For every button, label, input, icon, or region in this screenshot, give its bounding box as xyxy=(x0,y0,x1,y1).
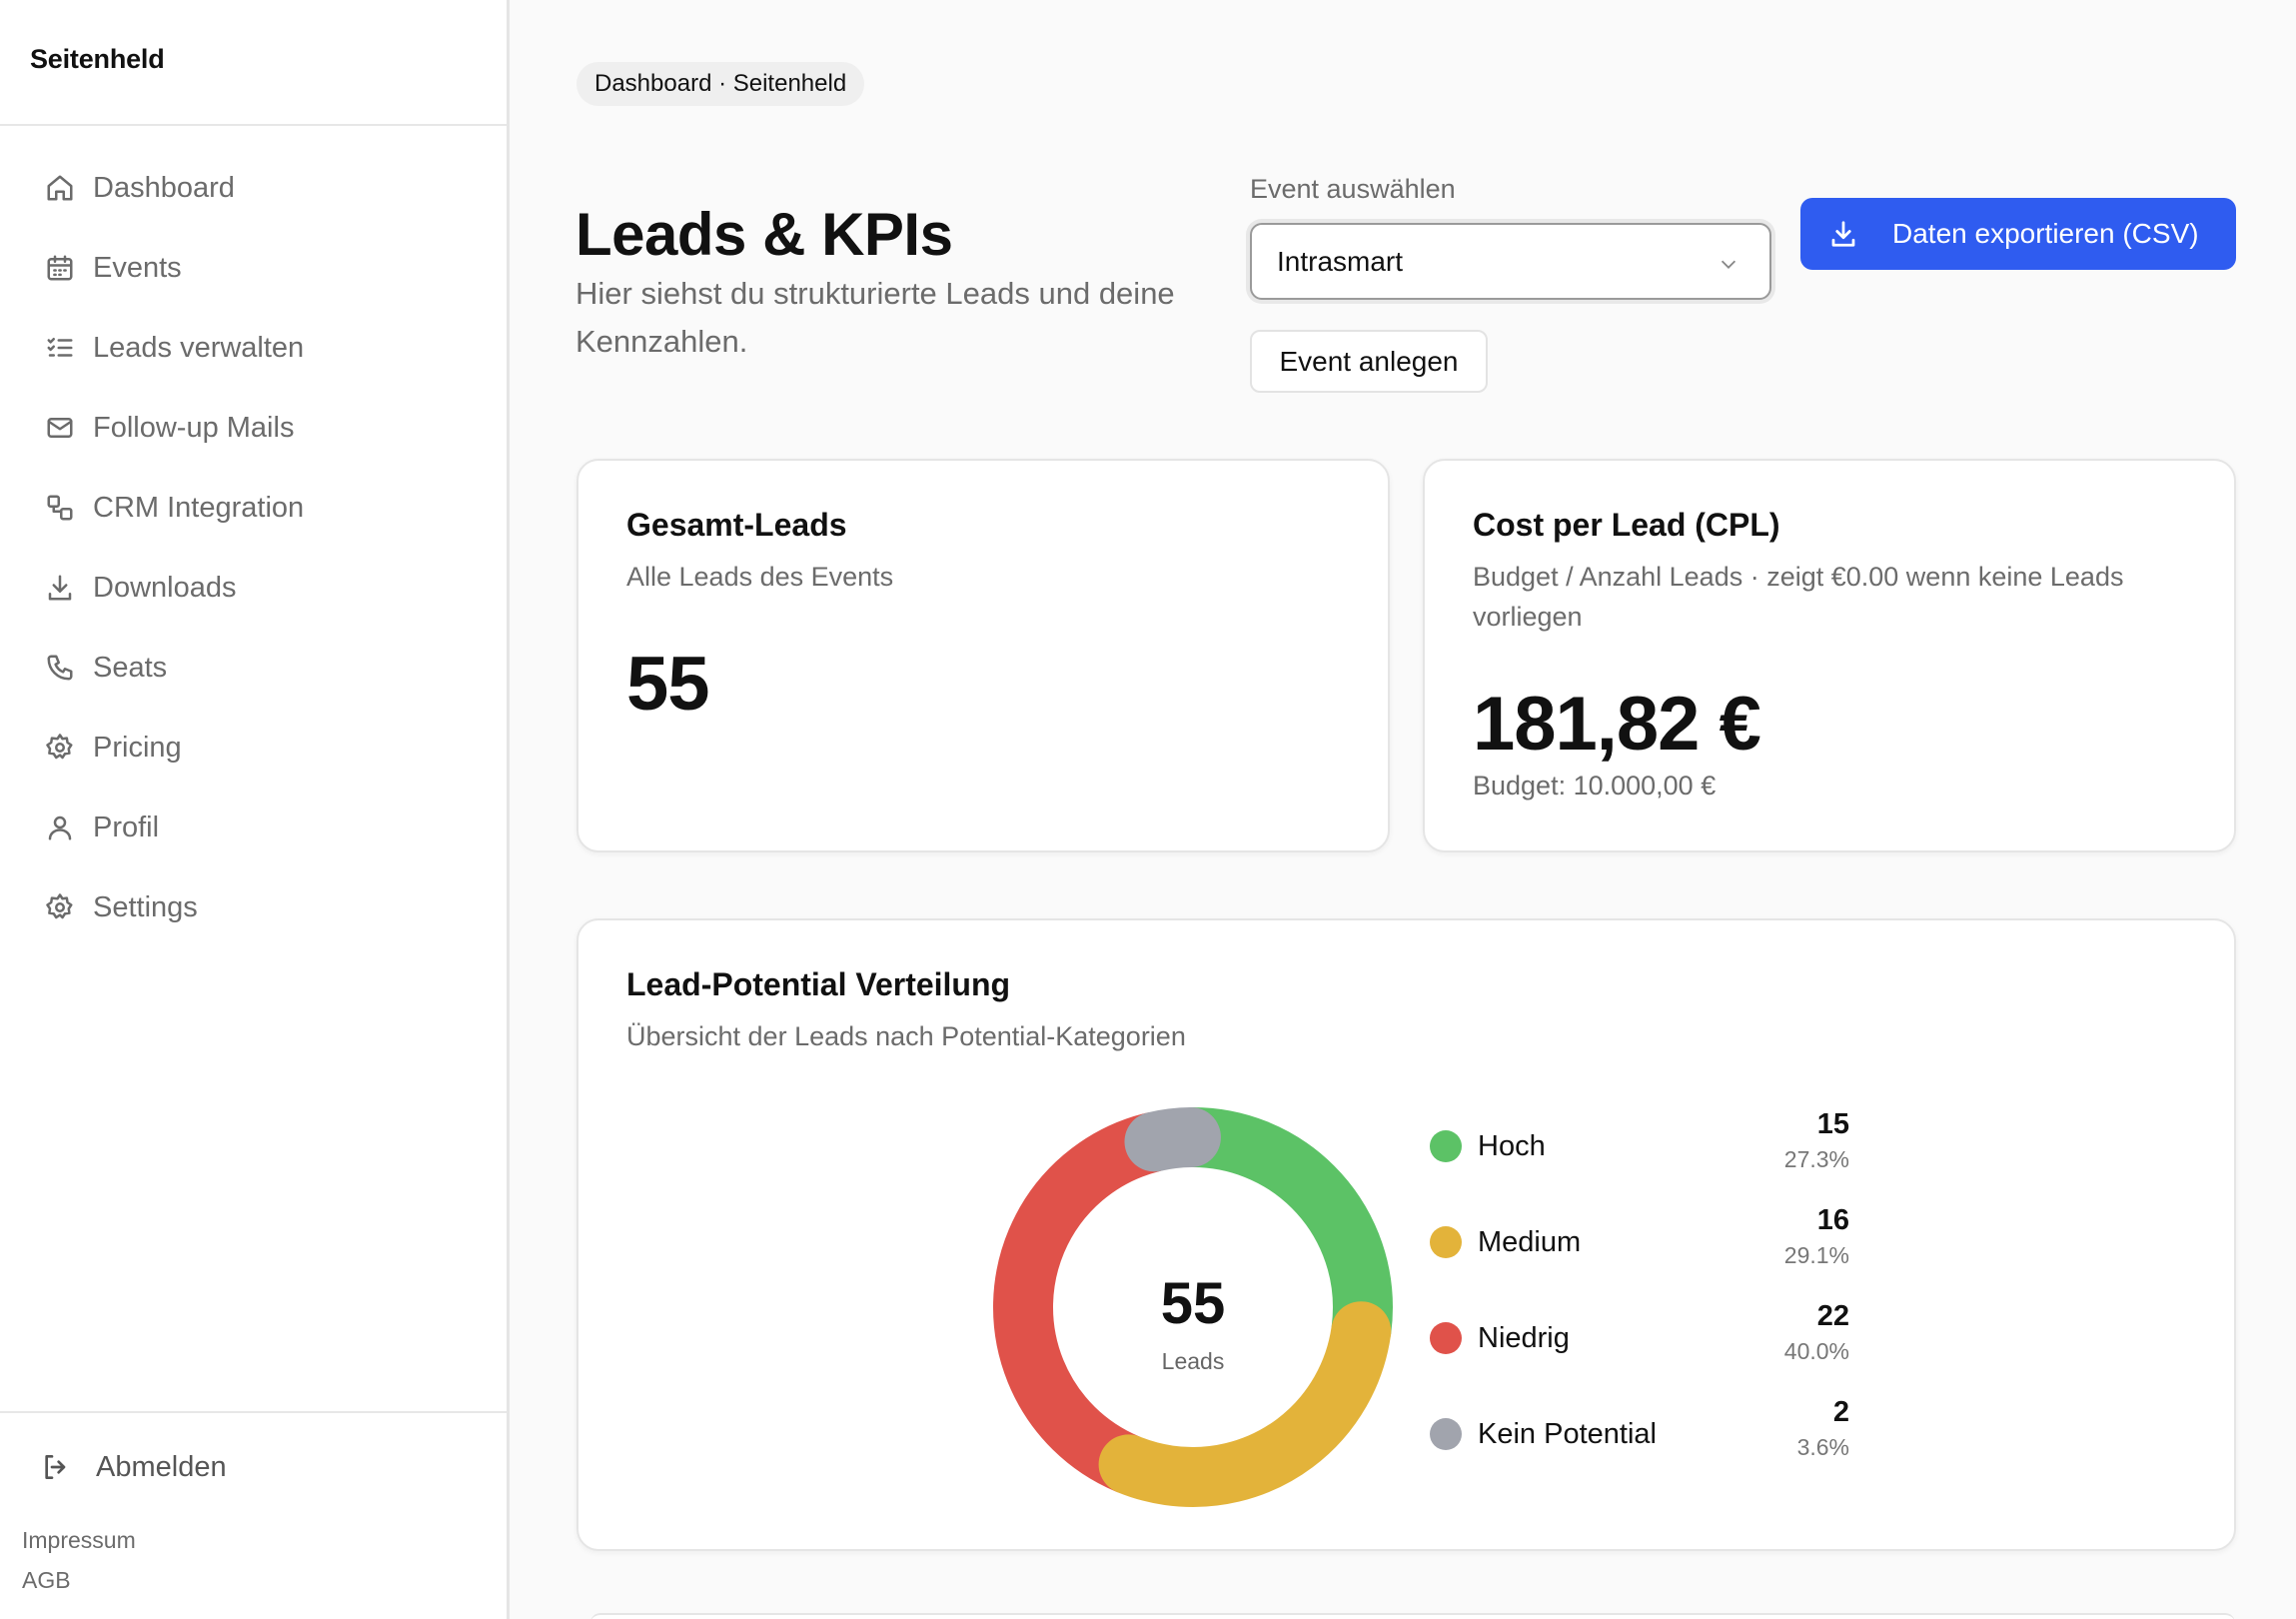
legend-percentage: 29.1% xyxy=(1783,1242,1849,1268)
legend-label: Kein Potential xyxy=(1478,1418,1657,1450)
breadcrumb: Dashboard · Seitenheld xyxy=(576,62,865,106)
divider xyxy=(0,124,507,126)
event-select-label: Event auswählen xyxy=(1250,174,1456,204)
integration-icon xyxy=(43,491,77,525)
legend-percentage: 27.3% xyxy=(1783,1146,1849,1172)
legend-label: Medium xyxy=(1478,1226,1582,1258)
home-icon xyxy=(43,171,77,205)
logout-button[interactable]: Abmelden xyxy=(40,1439,340,1495)
kpi-card-total-leads: Gesamt-Leads Alle Leads des Events 55 xyxy=(576,459,1390,852)
legend-count: 2 xyxy=(1832,1396,1849,1428)
legend-label: Niedrig xyxy=(1478,1322,1570,1354)
divider xyxy=(0,1411,507,1413)
kpi-value: 55 xyxy=(626,642,710,727)
download-icon xyxy=(43,571,77,605)
legend-percentage: 40.0% xyxy=(1783,1338,1849,1364)
legend-item: Hoch 15 27.3% xyxy=(1430,1108,1849,1176)
sidebar-item-label: Dashboard xyxy=(93,171,235,204)
sidebar-item-label: Downloads xyxy=(93,571,237,604)
sidebar-item-downloads[interactable]: Downloads xyxy=(30,556,470,620)
legend-color-dot xyxy=(1430,1130,1462,1162)
download-icon xyxy=(1831,221,1855,247)
sidebar-item-leads[interactable]: Leads verwalten xyxy=(30,316,470,380)
sidebar-item-settings[interactable]: Settings xyxy=(30,875,470,939)
user-icon xyxy=(43,810,77,844)
page-subtitle: Hier siehst du strukturierte Leads und d… xyxy=(575,276,1175,359)
logout-icon xyxy=(45,1455,66,1479)
legend-item: Kein Potential 2 3.6% xyxy=(1430,1396,1849,1464)
card-title: Cost per Lead (CPL) xyxy=(1473,507,1780,543)
legend-color-dot xyxy=(1430,1226,1462,1258)
sidebar-item-label: Pricing xyxy=(93,731,182,764)
sidebar-item-profil[interactable]: Profil xyxy=(30,796,470,859)
kpi-card-cpl: Cost per Lead (CPL) Budget / Anzahl Lead… xyxy=(1423,459,2236,852)
legend-count: 15 xyxy=(1816,1108,1849,1140)
card-subtitle: Übersicht der Leads nach Potential-Kateg… xyxy=(626,1021,1186,1051)
sidebar-item-label: Settings xyxy=(93,890,198,923)
sidebar-item-label: CRM Integration xyxy=(93,491,305,524)
app-brand: Seitenheld xyxy=(30,44,165,74)
distribution-card: Lead-Potential Verteilung Übersicht der … xyxy=(576,918,2236,1551)
sidebar-item-crm-integration[interactable]: CRM Integration xyxy=(30,476,470,540)
event-select[interactable]: Intrasmart xyxy=(1250,223,1771,300)
create-event-button[interactable]: Event anlegen xyxy=(1250,330,1488,393)
sidebar-item-pricing[interactable]: Pricing xyxy=(30,716,470,780)
legend-color-dot xyxy=(1430,1322,1462,1354)
legend-label: Hoch xyxy=(1478,1130,1546,1162)
logout-label: Abmelden xyxy=(96,1450,227,1483)
phone-icon xyxy=(43,651,77,685)
card-title: Gesamt-Leads xyxy=(626,507,847,543)
legend-count: 16 xyxy=(1816,1204,1849,1236)
card-subtitle: Alle Leads des Events xyxy=(626,562,894,592)
sidebar-item-seats[interactable]: Seats xyxy=(30,636,470,700)
legend-color-dot xyxy=(1430,1418,1462,1450)
gear-icon xyxy=(43,731,77,765)
donut-center-value: 55 xyxy=(1161,1271,1226,1336)
gear-icon xyxy=(43,890,77,924)
export-csv-button[interactable]: Daten exportieren (CSV) xyxy=(1800,198,2236,270)
donut-segment-kein-potential xyxy=(993,1107,1393,1507)
donut-segment-medium xyxy=(993,1107,1393,1507)
kpi-budget: Budget: 10.000,00 € xyxy=(1473,771,1717,801)
legend-item: Medium 16 29.1% xyxy=(1430,1204,1849,1272)
checklist-icon xyxy=(43,331,77,365)
impressum-link[interactable]: Impressum xyxy=(22,1527,136,1553)
agb-link[interactable]: AGB xyxy=(22,1567,71,1593)
legend-percentage: 3.6% xyxy=(1796,1434,1849,1460)
export-csv-label: Daten exportieren (CSV) xyxy=(1892,218,2199,249)
legend-count: 22 xyxy=(1816,1300,1849,1332)
sidebar-item-label: Events xyxy=(93,251,182,284)
sidebar-item-label: Profil xyxy=(93,810,160,843)
donut-center-label: Leads xyxy=(1162,1348,1225,1374)
mail-icon xyxy=(43,411,77,445)
card-subtitle: Budget / Anzahl Leads · zeigt €0.00 wenn… xyxy=(1473,562,2124,632)
sidebar-item-events[interactable]: Events xyxy=(30,236,470,300)
sidebar-item-label: Seats xyxy=(93,651,168,684)
sidebar-item-dashboard[interactable]: Dashboard xyxy=(30,156,470,220)
sidebar-item-label: Leads verwalten xyxy=(93,331,305,364)
next-card-edge xyxy=(590,1613,2235,1619)
calendar-icon xyxy=(43,251,77,285)
page-title: Leads & KPIs xyxy=(575,201,953,268)
sidebar-item-label: Follow-up Mails xyxy=(93,411,295,444)
sidebar-item-follow-up-mails[interactable]: Follow-up Mails xyxy=(30,396,470,460)
chart-legend: Hoch 15 27.3% Medium 16 29.1% Niedrig 22 40.0% Ke… xyxy=(1430,1108,1849,1496)
chevron-down-icon xyxy=(1721,260,1736,269)
sidebar: Seitenheld Dashboard Events Leads verwal… xyxy=(0,0,510,1619)
legend-item: Niedrig 22 40.0% xyxy=(1430,1300,1849,1368)
donut-chart: 55 Leads xyxy=(993,1107,1393,1507)
kpi-value: 181,82 € xyxy=(1473,682,1761,767)
event-select-value: Intrasmart xyxy=(1277,245,1404,277)
card-title: Lead-Potential Verteilung xyxy=(626,966,1011,1002)
